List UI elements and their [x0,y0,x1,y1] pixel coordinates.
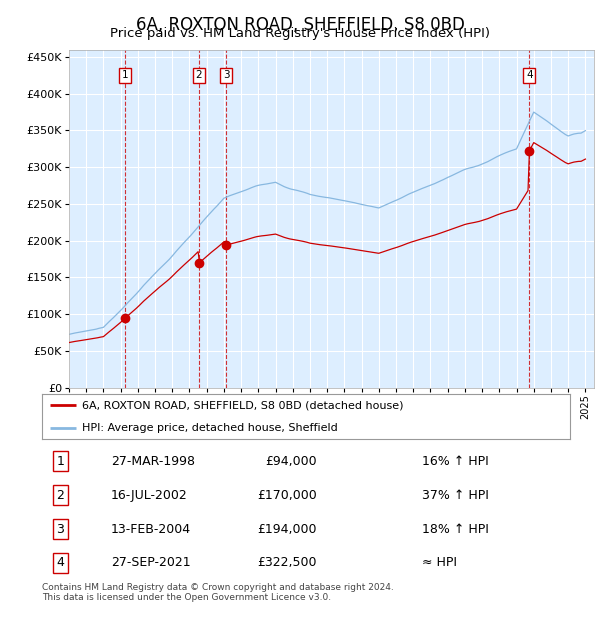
Text: 6A, ROXTON ROAD, SHEFFIELD, S8 0BD: 6A, ROXTON ROAD, SHEFFIELD, S8 0BD [136,16,464,33]
Text: 27-SEP-2021: 27-SEP-2021 [110,556,190,569]
Text: 37% ↑ HPI: 37% ↑ HPI [422,489,489,502]
Text: 13-FEB-2004: 13-FEB-2004 [110,523,191,536]
Text: £194,000: £194,000 [257,523,317,536]
Text: 2: 2 [56,489,64,502]
Text: Price paid vs. HM Land Registry's House Price Index (HPI): Price paid vs. HM Land Registry's House … [110,27,490,40]
Text: £94,000: £94,000 [265,455,317,468]
Text: 16% ↑ HPI: 16% ↑ HPI [422,455,489,468]
Text: 4: 4 [526,70,533,81]
Text: 3: 3 [56,523,64,536]
Text: 6A, ROXTON ROAD, SHEFFIELD, S8 0BD (detached house): 6A, ROXTON ROAD, SHEFFIELD, S8 0BD (deta… [82,401,403,410]
Text: 1: 1 [56,455,64,468]
Text: HPI: Average price, detached house, Sheffield: HPI: Average price, detached house, Shef… [82,423,337,433]
Text: 4: 4 [56,556,64,569]
Text: 3: 3 [223,70,229,81]
Text: 18% ↑ HPI: 18% ↑ HPI [422,523,489,536]
Text: 27-MAR-1998: 27-MAR-1998 [110,455,194,468]
Text: £322,500: £322,500 [257,556,317,569]
Text: ≈ HPI: ≈ HPI [422,556,457,569]
Text: Contains HM Land Registry data © Crown copyright and database right 2024.
This d: Contains HM Land Registry data © Crown c… [42,583,394,602]
Text: 1: 1 [121,70,128,81]
Text: 16-JUL-2002: 16-JUL-2002 [110,489,187,502]
Text: 2: 2 [196,70,202,81]
Text: £170,000: £170,000 [257,489,317,502]
